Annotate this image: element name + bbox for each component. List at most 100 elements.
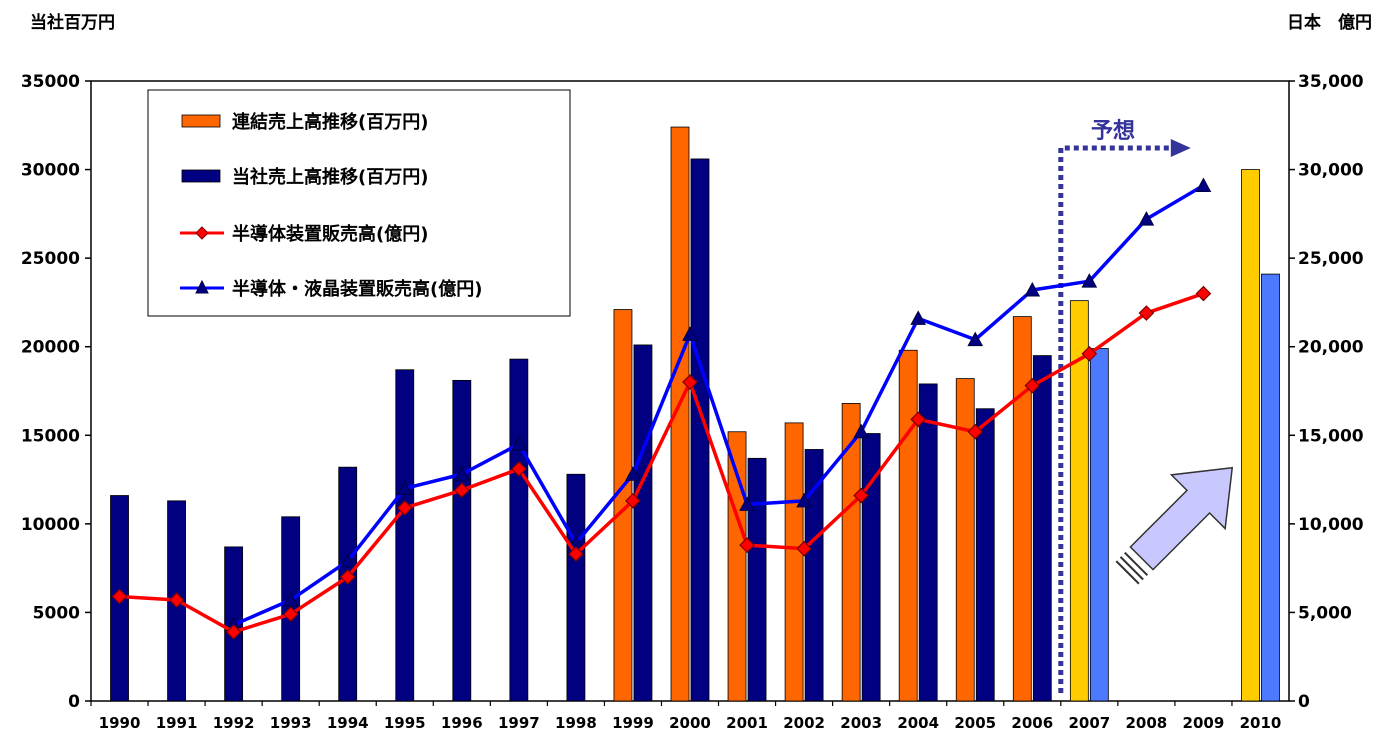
point-triangle: [511, 436, 527, 451]
point-diamond: [1195, 285, 1212, 302]
point-triangle: [1195, 177, 1212, 193]
left-tick-label: 25000: [21, 249, 80, 269]
bar-company: [452, 379, 472, 702]
x-tick-label: 2006: [1011, 714, 1053, 732]
x-tick-label: 2010: [1240, 714, 1282, 732]
line-series: [111, 177, 1212, 640]
point-diamond: [225, 624, 242, 640]
right-tick-label: 25,000: [1298, 249, 1364, 269]
right-tick-label: 35,000: [1298, 72, 1364, 92]
point-triangle: [453, 466, 470, 481]
left-tick-label: 15000: [21, 426, 80, 446]
forecast-bar-company: [1089, 348, 1109, 702]
x-tick-label: 1999: [612, 714, 654, 732]
bar-company: [918, 383, 938, 702]
right-tick-label: 30,000: [1298, 161, 1364, 181]
forecast-bar-company: [1261, 273, 1280, 702]
point-diamond: [1081, 345, 1098, 362]
legend-item-consolidated: 連結売上高推移(百万円): [181, 111, 428, 133]
growth-arrow-icon: [1115, 466, 1234, 585]
legend-marker-diamond: [195, 226, 209, 240]
point-triangle: [1138, 211, 1155, 226]
right-tick-label: 20,000: [1298, 338, 1364, 358]
left-axis: 0 5000 10000 15000 20000 25000 30000 35000: [21, 72, 91, 712]
x-tick-label: 2005: [954, 714, 996, 732]
legend-label-semiconductor-lcd: 半導体・液晶装置販売高(億円): [232, 278, 482, 300]
bar-company: [975, 408, 995, 702]
point-diamond: [168, 592, 185, 608]
x-tick-label: 2008: [1126, 714, 1168, 732]
forecast-arrowhead: [1170, 139, 1191, 157]
line-diamond-series: [119, 291, 1204, 634]
bar-company: [1032, 355, 1052, 702]
left-tick-label: 10000: [21, 515, 80, 535]
x-tick-label: 2007: [1068, 714, 1110, 732]
bar-consolidated: [670, 126, 690, 702]
right-axis-unit-label: 日本 億円: [1287, 12, 1372, 33]
forecast-dotted-line: [1058, 145, 1171, 693]
left-tick-label: 0: [68, 692, 80, 712]
point-diamond: [453, 482, 470, 499]
point-triangle: [1081, 273, 1098, 288]
legend-box: [147, 89, 571, 317]
x-tick-label: 2003: [840, 714, 882, 732]
left-tick-label: 20000: [21, 338, 80, 358]
bar-consolidated: [784, 422, 804, 702]
point-diamond: [682, 374, 698, 390]
point-triangle: [739, 496, 755, 511]
left-tick-label: 30000: [21, 161, 80, 181]
forecast-marker: 予想: [1058, 119, 1191, 693]
point-diamond: [967, 423, 984, 440]
bar-company: [509, 358, 529, 702]
x-tick-label: 1992: [213, 714, 255, 732]
legend-swatch-company: [181, 169, 221, 183]
point-diamond: [339, 569, 356, 585]
legend-item-company: 当社売上高推移(百万円): [181, 166, 428, 188]
point-triangle: [682, 326, 698, 341]
point-diamond: [396, 500, 413, 516]
bar-consolidated: [1012, 316, 1032, 702]
point-triangle: [1024, 281, 1041, 297]
bar-company: [633, 344, 653, 702]
left-tick-label: 5000: [33, 603, 80, 623]
legend-item-semiconductor: 半導体装置販売高(億円): [180, 223, 428, 245]
point-diamond: [625, 492, 641, 509]
x-tick-label: 1994: [327, 714, 369, 732]
bar-consolidated: [898, 349, 918, 702]
point-triangle: [967, 331, 984, 347]
right-tick-label: 5,000: [1298, 603, 1352, 623]
point-triangle: [910, 310, 927, 325]
point-triangle: [625, 466, 641, 481]
x-tick-label: 2000: [669, 714, 711, 732]
legend: 連結売上高推移(百万円) 当社売上高推移(百万円) 半導体装置販売高(億円) 半…: [147, 89, 571, 317]
point-diamond: [1024, 377, 1041, 394]
x-tick-label: 1995: [384, 714, 426, 732]
point-triangle: [339, 553, 356, 568]
bar-company: [747, 457, 767, 702]
point-triangle: [853, 423, 869, 439]
x-axis: 1990 1991 1992 1993 1994 1995 1996 1997 1998 1999…: [90, 701, 1282, 732]
point-diamond: [796, 540, 812, 557]
legend-item-semiconductor-lcd: 半導体・液晶装置販売高(億円): [180, 278, 482, 300]
left-axis-unit-label: 当社百万円: [30, 12, 115, 33]
right-tick-label: 10,000: [1298, 515, 1364, 535]
point-triangle: [396, 480, 413, 495]
x-tick-label: 2001: [726, 714, 768, 732]
bar-consolidated: [841, 402, 861, 702]
point-diamond: [853, 487, 869, 504]
point-triangle: [796, 492, 812, 508]
forecast-label: 予想: [1091, 119, 1135, 144]
line-triangle-series: [232, 184, 1205, 627]
point-diamond: [739, 537, 755, 553]
point-diamond: [511, 461, 527, 477]
x-tick-label: 2009: [1183, 714, 1225, 732]
x-tick-label: 2002: [783, 714, 825, 732]
point-diamond: [910, 411, 927, 428]
left-tick-label: 35000: [21, 72, 80, 92]
legend-marker-triangle: [195, 279, 209, 294]
right-tick-label: 15,000: [1298, 426, 1364, 446]
x-tick-label: 1996: [441, 714, 483, 732]
legend-label-company: 当社売上高推移(百万円): [232, 166, 428, 188]
bar-company: [804, 449, 824, 702]
